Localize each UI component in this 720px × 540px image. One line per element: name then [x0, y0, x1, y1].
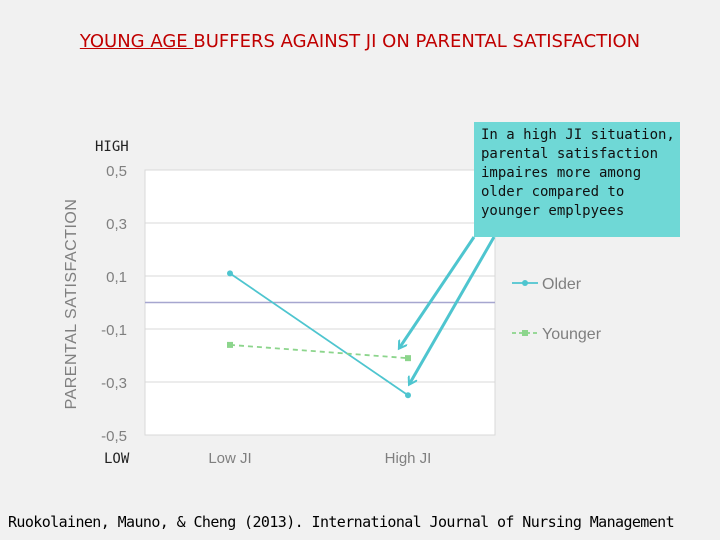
y-tick-label: 0,5 — [106, 163, 127, 180]
title-emphasis: YOUNG AGE — [79, 31, 194, 52]
callout-box: In a high JI situation, parental satisfa… — [474, 122, 680, 237]
callout-line: In a high JI situation, — [481, 127, 675, 143]
y-tick-label: 0,3 — [106, 216, 127, 233]
x-tick-label: Low JI — [208, 450, 251, 467]
callout-arrow-older — [410, 236, 496, 383]
legend-label-older: Older — [542, 276, 582, 293]
data-point-older — [227, 270, 233, 277]
data-point-younger — [405, 355, 411, 362]
low-label: LOW — [104, 451, 130, 467]
high-label: HIGH — [95, 139, 129, 155]
x-tick-label: High JI — [385, 450, 432, 467]
callout-line: younger emplpyees — [481, 203, 625, 219]
callout-arrow-younger — [400, 236, 476, 347]
y-axis-label: PARENTAL SATISFACTION — [63, 199, 80, 410]
legend-marker-younger — [522, 330, 528, 336]
legend-label-younger: Younger — [542, 326, 602, 343]
title-rest: BUFFERS AGAINST JI ON PARENTAL SATISFACT… — [193, 31, 641, 52]
data-point-older — [405, 392, 411, 399]
series-line-younger — [229, 344, 409, 360]
citation: Ruokolainen, Mauno, & Cheng (2013). Inte… — [8, 513, 675, 531]
legend-marker-older — [522, 280, 528, 286]
y-tick-label: -0,1 — [101, 322, 127, 339]
data-point-younger — [227, 341, 233, 348]
series-line-older — [229, 272, 409, 396]
callout-line: older compared to — [481, 184, 625, 200]
y-tick-label: -0,5 — [101, 428, 127, 445]
y-tick-label: 0,1 — [106, 269, 127, 286]
callout-line: impaires more among — [481, 165, 642, 181]
y-tick-label: -0,3 — [101, 375, 127, 392]
callout-line: parental satisfaction — [481, 146, 659, 162]
slide-title: YOUNG AGE BUFFERS AGAINST JI ON PARENTAL… — [60, 30, 660, 53]
